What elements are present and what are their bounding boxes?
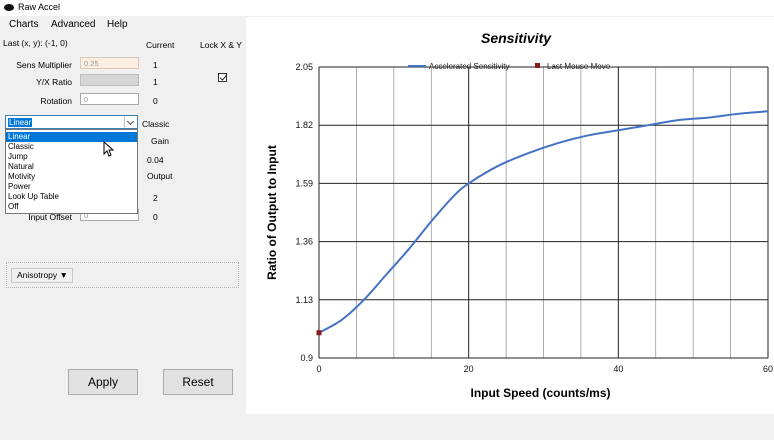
title-bar: Raw Accel <box>0 0 774 16</box>
x-tick-label: 20 <box>464 364 474 374</box>
y-tick-label: 1.82 <box>295 120 313 130</box>
y-tick-label: 1.13 <box>295 295 313 305</box>
menu-bar: Charts Advanced Help <box>0 17 246 33</box>
option-power[interactable]: Power <box>8 182 31 191</box>
x-tick-label: 60 <box>763 364 773 374</box>
output-label: Output <box>147 171 173 181</box>
y-axis-label: Ratio of Output to Input <box>265 145 279 280</box>
rotation-current: 0 <box>153 96 158 106</box>
window-title: Raw Accel <box>18 2 61 12</box>
menu-charts[interactable]: Charts <box>9 19 39 30</box>
legend-label-accelerated-sensitivity: Accelerated Sensitivity <box>429 62 509 71</box>
yx-ratio-current: 1 <box>153 77 158 87</box>
rotation-label: Rotation <box>40 96 72 106</box>
current-column-header: Current <box>146 40 175 50</box>
app-icon <box>4 4 14 11</box>
input-offset-label: Input Offset <box>28 212 72 222</box>
apply-button[interactable]: Apply <box>68 369 138 395</box>
anisotropy-button[interactable]: Anisotropy ▼ <box>11 268 73 283</box>
legend-label-last-mouse-move: Last Mouse Move <box>547 62 611 71</box>
x-tick-label: 40 <box>613 364 623 374</box>
menu-advanced[interactable]: Advanced <box>51 19 96 30</box>
accel-type-select[interactable]: Linear <box>5 115 138 129</box>
sens-multiplier-current: 1 <box>153 60 158 70</box>
menu-help[interactable]: Help <box>107 19 128 30</box>
bottom-strip <box>246 414 774 440</box>
lock-xy-checkbox[interactable] <box>218 73 227 82</box>
legend-swatch-last-mouse-move <box>535 63 540 68</box>
mouse-cursor-icon <box>103 141 115 157</box>
reset-button[interactable]: Reset <box>163 369 233 395</box>
chevron-down-icon[interactable] <box>124 116 137 128</box>
yx-ratio-label: Y/X Ratio <box>36 77 72 87</box>
rotation-field[interactable]: 0 <box>80 93 139 105</box>
option-classic[interactable]: Classic <box>8 142 34 151</box>
sens-multiplier-field[interactable]: 0.25 <box>80 57 139 69</box>
accel-type-dropdown: Linear Classic Jump Natural Motivity Pow… <box>5 129 138 214</box>
chart-panel: 0.9 1.13 1.36 1.59 1.82 2.05 0 20 40 60 Sensitivit… <box>246 17 774 414</box>
option-motivity[interactable]: Motivity <box>8 172 36 181</box>
x-axis-label: Input Speed (counts/ms) <box>470 386 610 400</box>
option-jump[interactable]: Jump <box>8 152 28 161</box>
anisotropy-group: Anisotropy ▼ <box>6 262 239 288</box>
y-tick-label: 1.59 <box>295 178 313 188</box>
accel-rate-current: 0.04 <box>147 155 164 165</box>
yx-ratio-field[interactable] <box>80 74 139 86</box>
gain-label: Gain <box>151 136 169 146</box>
y-tick-label: 1.36 <box>295 237 313 247</box>
chart-title: Sensitivity <box>481 30 552 46</box>
y-tick-label: 0.9 <box>300 353 313 363</box>
series-line-accelerated-sensitivity <box>318 110 769 334</box>
accel-type-current: Classic <box>142 119 170 129</box>
y-tick-label: 2.05 <box>295 62 313 72</box>
option-natural[interactable]: Natural <box>8 162 34 171</box>
last-xy-readout: Last (x, y): (-1, 0) <box>3 38 68 48</box>
accel-type-selected: Linear <box>8 118 33 127</box>
option-look-up-table[interactable]: Look Up Table <box>8 192 59 201</box>
sens-multiplier-label: Sens Multiplier <box>16 60 72 70</box>
sensitivity-chart: 0.9 1.13 1.36 1.59 1.82 2.05 0 20 40 60 Sensitivit… <box>265 30 773 400</box>
exponent-current: 2 <box>153 193 158 203</box>
x-tick-label: 0 <box>316 364 321 374</box>
option-linear[interactable]: Linear <box>6 132 137 142</box>
option-off[interactable]: Off <box>8 202 19 211</box>
input-offset-current: 0 <box>153 212 158 222</box>
last-mouse-move-point <box>316 330 322 336</box>
lock-xy-header: Lock X & Y <box>200 40 242 50</box>
